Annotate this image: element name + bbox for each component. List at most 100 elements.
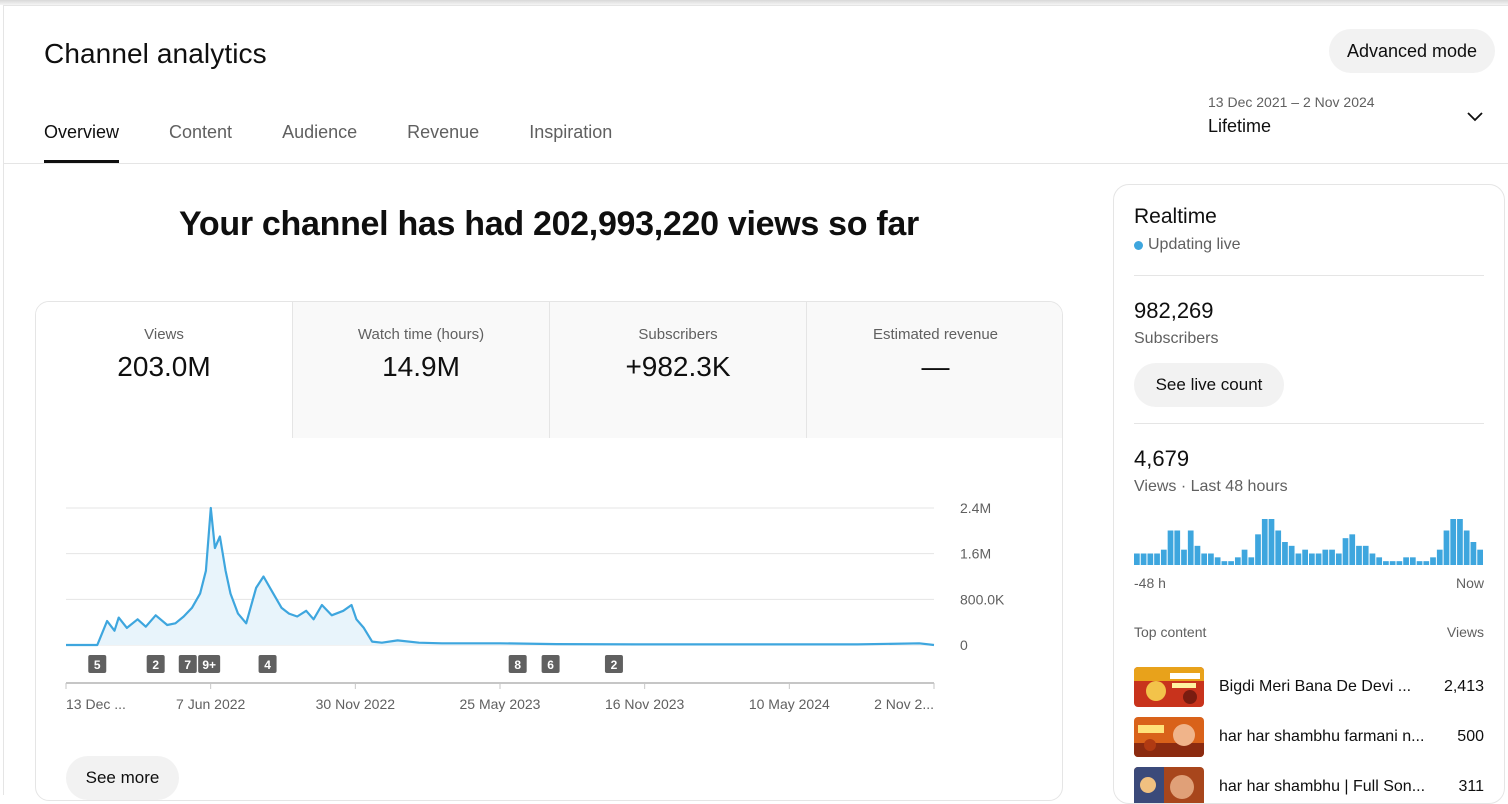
- metric-value: 203.0M: [117, 351, 211, 382]
- top-content-item[interactable]: Bigdi Meri Bana De Devi ... 2,413: [1134, 666, 1484, 708]
- top-content-item[interactable]: har har shambhu | Full Son... 311: [1134, 766, 1484, 803]
- top-shadow: [0, 0, 1508, 5]
- event-marker-label: 2: [152, 658, 159, 672]
- tab-overview[interactable]: Overview: [44, 110, 120, 163]
- realtime-bar: [1282, 542, 1288, 565]
- x-tick-label: 25 May 2023: [460, 696, 541, 712]
- realtime-bar: [1181, 549, 1187, 565]
- metric-value: 14.9M: [382, 351, 460, 382]
- realtime-bar: [1457, 519, 1463, 565]
- x-tick-label: 10 May 2024: [749, 696, 830, 712]
- top-content-header: Top content Views: [1134, 624, 1484, 640]
- realtime-bar: [1376, 557, 1383, 565]
- tab-divider: [3, 163, 1508, 164]
- realtime-bar: [1302, 549, 1308, 565]
- series-line: [66, 506, 935, 647]
- realtime-bar: [1315, 553, 1322, 565]
- realtime-bar: [1160, 549, 1167, 565]
- realtime-bar: [1194, 545, 1201, 565]
- metric-subscribers[interactable]: Subscribers +982.3K: [550, 302, 807, 438]
- realtime-bar: [1342, 538, 1349, 565]
- divider: [1134, 275, 1484, 276]
- realtime-bar: [1214, 557, 1221, 565]
- realtime-bar: [1362, 545, 1369, 565]
- x-tick-label: 2 Nov 2...: [874, 696, 934, 712]
- metric-label: Watch time (hours): [357, 326, 485, 343]
- event-marker-label: 2: [611, 658, 618, 672]
- realtime-bar: [1248, 557, 1255, 565]
- metric-label: Subscribers: [638, 326, 718, 343]
- tab-inspiration[interactable]: Inspiration: [529, 122, 613, 142]
- date-range-period: Lifetime: [1208, 116, 1272, 136]
- metric-tabs: Views 203.0M Watch time (hours) 14.9M Su…: [36, 302, 1062, 438]
- date-range-picker[interactable]: 13 Dec 2021 – 2 Nov 2024 Lifetime: [1208, 94, 1488, 144]
- see-live-count-button[interactable]: See live count: [1134, 363, 1284, 407]
- realtime-bar: [1208, 553, 1214, 565]
- video-thumbnail: [1134, 767, 1204, 803]
- realtime-bar: [1335, 553, 1342, 565]
- page-frame: [3, 5, 1508, 795]
- realtime-views-bar-chart[interactable]: [1134, 515, 1484, 565]
- top-content-title: Bigdi Meri Bana De Devi ...: [1219, 678, 1412, 695]
- realtime-bar: [1255, 534, 1261, 565]
- top-content-item[interactable]: har har shambhu farmani n... 500: [1134, 716, 1484, 758]
- event-marker-label: 7: [184, 658, 191, 672]
- event-marker: [541, 655, 560, 673]
- see-more-button[interactable]: See more: [66, 756, 179, 800]
- top-content-views: 311: [1458, 778, 1484, 795]
- realtime-subscribers-label: Subscribers: [1134, 330, 1219, 347]
- realtime-bar: [1187, 530, 1194, 565]
- realtime-bar: [1221, 561, 1228, 565]
- realtime-bar: [1416, 561, 1423, 565]
- views-chart[interactable]: 2.4M 1.6M 800.0K 0 5 2 7 9+ 4 8 6 2 13 Dec ... 7 Jun …: [36, 438, 1063, 738]
- event-marker: [178, 655, 197, 673]
- top-content-title: har har shambhu | Full Son...: [1219, 778, 1426, 795]
- y-tick-label: 1.6M: [960, 546, 991, 562]
- tab-revenue[interactable]: Revenue: [407, 122, 480, 142]
- metric-watch-time[interactable]: Watch time (hours) 14.9M: [293, 302, 550, 438]
- event-marker: [508, 655, 527, 673]
- realtime-bar: [1329, 549, 1335, 565]
- advanced-mode-button[interactable]: Advanced mode: [1329, 29, 1495, 73]
- x-tick-label: 7 Jun 2022: [176, 696, 245, 712]
- realtime-bar: [1349, 534, 1356, 565]
- realtime-bar: [1369, 553, 1376, 565]
- tab-content[interactable]: Content: [169, 122, 233, 142]
- realtime-bar: [1450, 519, 1457, 565]
- realtime-bar: [1309, 553, 1315, 565]
- event-marker: [88, 655, 107, 673]
- realtime-axis-start: -48 h: [1134, 575, 1166, 591]
- metric-estimated-revenue[interactable]: Estimated revenue —: [807, 302, 1062, 438]
- realtime-bar: [1423, 561, 1430, 565]
- x-tick-label: 13 Dec ...: [66, 696, 126, 712]
- realtime-bar: [1443, 530, 1450, 565]
- chevron-down-icon: [1467, 112, 1483, 122]
- realtime-bar: [1275, 530, 1282, 565]
- realtime-bar: [1288, 545, 1295, 565]
- realtime-bar: [1430, 557, 1436, 565]
- realtime-bar: [1295, 553, 1302, 565]
- realtime-bar: [1174, 530, 1181, 565]
- y-tick-label: 2.4M: [960, 500, 991, 516]
- realtime-bar: [1154, 553, 1160, 565]
- realtime-bar: [1167, 530, 1174, 565]
- y-tick-label: 0: [960, 637, 968, 653]
- realtime-subscribers-value: 982,269: [1134, 298, 1214, 323]
- video-thumbnail: [1134, 717, 1204, 757]
- top-content-label: Top content: [1134, 624, 1207, 640]
- tab-audience[interactable]: Audience: [282, 122, 358, 142]
- realtime-views-value: 4,679: [1134, 446, 1190, 471]
- event-marker: [604, 655, 623, 673]
- realtime-status: Updating live: [1134, 236, 1241, 254]
- top-content-views: 500: [1457, 728, 1484, 745]
- realtime-bar: [1261, 519, 1268, 565]
- realtime-status-label: Updating live: [1148, 236, 1241, 253]
- tab-bar: Overview Content Audience Revenue Inspir…: [44, 110, 662, 163]
- top-content-title: har har shambhu farmani n...: [1219, 728, 1425, 745]
- event-marker-label: 5: [94, 658, 101, 672]
- metric-views[interactable]: Views 203.0M: [36, 302, 293, 438]
- metric-value: —: [921, 351, 950, 382]
- divider: [1134, 423, 1484, 424]
- realtime-bar: [1477, 549, 1483, 565]
- realtime-bar: [1140, 553, 1147, 565]
